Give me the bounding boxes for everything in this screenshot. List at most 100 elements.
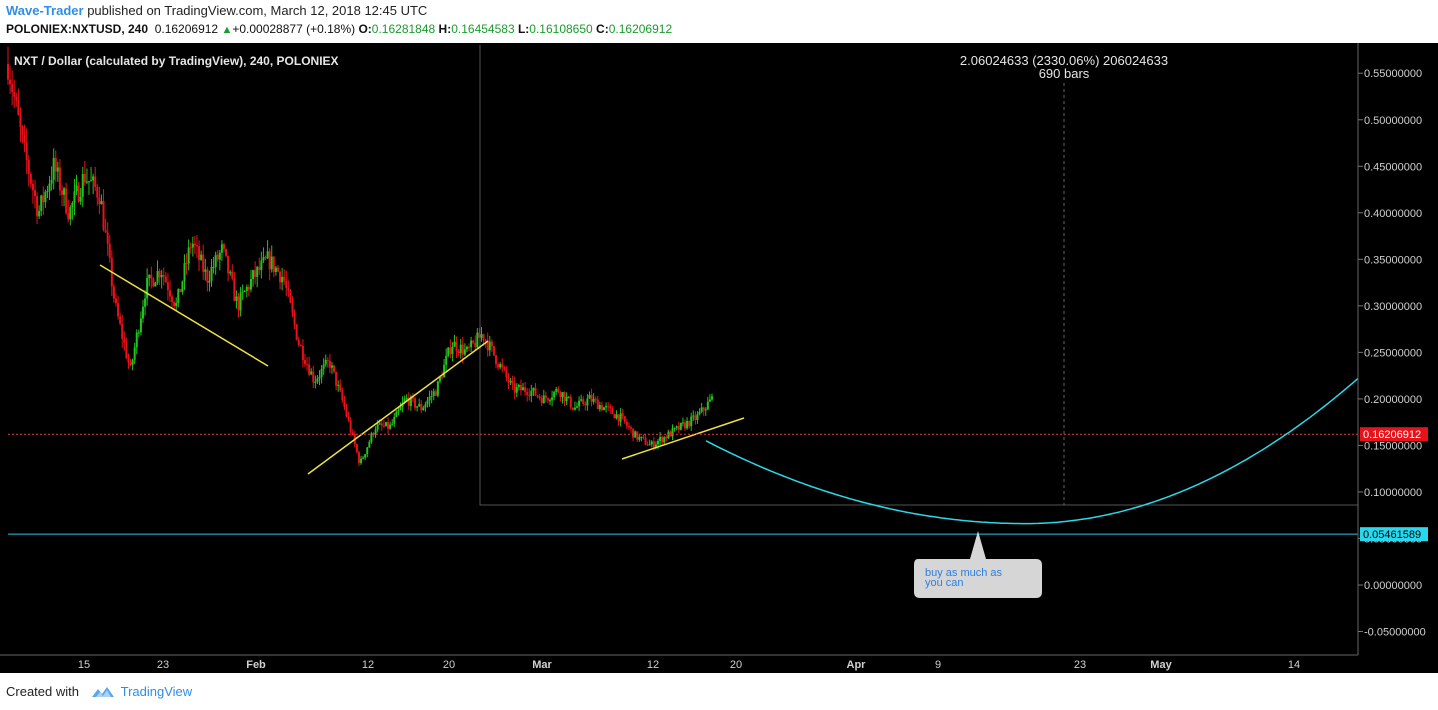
candle-body (227, 255, 230, 274)
candle-body (322, 364, 325, 369)
annotation-callout[interactable]: buy as much as you can (914, 531, 1042, 598)
candle-body (42, 195, 45, 203)
x-tick-label: Mar (532, 659, 552, 671)
candle-body (83, 174, 86, 183)
candle-body (129, 362, 132, 365)
candle-body (102, 201, 105, 230)
candle-body (380, 423, 383, 426)
y-tick-label: 0.00000000 (1364, 580, 1422, 592)
candle-body (117, 303, 120, 317)
y-tick-label: 0.35000000 (1364, 254, 1422, 266)
candle-body (287, 287, 290, 291)
candle-body (81, 174, 84, 197)
candle-body (684, 422, 687, 429)
candle-body (569, 396, 572, 408)
tradingview-link[interactable]: TradingView (120, 684, 193, 699)
candle-body (536, 395, 539, 397)
candle-body (25, 142, 28, 161)
candle-body (247, 286, 250, 290)
candle-body (702, 407, 705, 411)
annotation-text-1: buy as much as (925, 567, 1003, 579)
candle-body (33, 190, 36, 197)
candle-body (640, 436, 643, 438)
y-tick-label: 0.45000000 (1364, 161, 1422, 173)
candle-body (13, 91, 16, 97)
candle-body (326, 359, 329, 361)
candle-body (208, 280, 211, 283)
candle-body (63, 188, 66, 195)
candle-body (185, 263, 188, 265)
annotation-text-2: you can (925, 577, 964, 589)
candle-body (436, 381, 439, 396)
candle-body (266, 251, 269, 259)
candle-body (370, 433, 373, 443)
candle-body (60, 190, 63, 195)
candle-body (17, 100, 20, 115)
candle-body (559, 392, 562, 398)
candle-body (254, 270, 257, 277)
triangle-up-icon: ▲ (221, 24, 233, 36)
candle-body (195, 245, 198, 247)
price-axis[interactable]: 0.55000000 0.50000000 0.45000000 0.40000000… (1357, 43, 1428, 655)
candle-body (339, 384, 342, 391)
high-value: 0.16454583 (451, 22, 515, 36)
candle-body (443, 364, 446, 378)
candle-body (291, 302, 294, 313)
candle-body (23, 135, 26, 143)
candle-body (360, 458, 363, 464)
candle-body (704, 409, 707, 411)
projection-curve (705, 377, 1359, 525)
candle-body (619, 413, 622, 422)
candle-body (156, 270, 159, 283)
candle-body (430, 395, 433, 397)
price-chart[interactable]: NXT / Dollar (calculated by TradingView)… (0, 43, 1438, 673)
candle-body (114, 298, 117, 304)
candle-body (688, 420, 691, 427)
candle-body (544, 395, 547, 399)
candle-body (274, 267, 277, 272)
candle-body (237, 296, 240, 311)
candle-body (675, 426, 678, 428)
candle-body (347, 415, 350, 421)
candle-body (175, 303, 178, 307)
candle-body (48, 183, 51, 192)
candle-body (532, 387, 535, 391)
last-price-badge-label: 0.16206912 (1363, 429, 1421, 441)
candle-body (393, 417, 396, 424)
candle-body (264, 257, 267, 259)
time-axis[interactable]: 15 23 Feb 12 20 Mar 12 20 Apr 9 23 May 14 (0, 654, 1358, 671)
candle-body (270, 256, 273, 270)
y-tick-label: 0.25000000 (1364, 347, 1422, 359)
candle-body (447, 347, 450, 356)
author-link[interactable]: Wave-Trader (6, 3, 84, 18)
candle-body (229, 271, 232, 274)
candles-layer (7, 46, 713, 466)
candle-body (150, 274, 153, 279)
candle-body (399, 406, 402, 411)
candle-body (586, 398, 589, 406)
candle-body (503, 367, 506, 370)
candle-body (571, 407, 574, 410)
x-tick-label: 9 (935, 659, 941, 671)
candle-body (200, 254, 203, 260)
candle-body (517, 384, 520, 388)
candle-body (445, 355, 448, 365)
candle-body (235, 296, 238, 301)
measure-box-line (479, 45, 1358, 506)
candle-body (46, 191, 49, 193)
candle-body (472, 340, 475, 343)
candle-body (162, 275, 165, 277)
candle-body (432, 391, 435, 396)
candle-body (127, 357, 130, 363)
y-tick-label: 0.30000000 (1364, 301, 1422, 313)
chart-background (0, 43, 1438, 673)
candle-body (260, 260, 263, 271)
candle-body (297, 339, 300, 345)
candle-body (553, 391, 556, 398)
candle-body (607, 406, 610, 408)
candle-body (679, 422, 682, 430)
candle-body (168, 290, 171, 297)
symbol-label: POLONIEX:NXTUSD, 240 (6, 22, 149, 36)
candle-body (268, 251, 271, 270)
candle-body (173, 301, 176, 307)
